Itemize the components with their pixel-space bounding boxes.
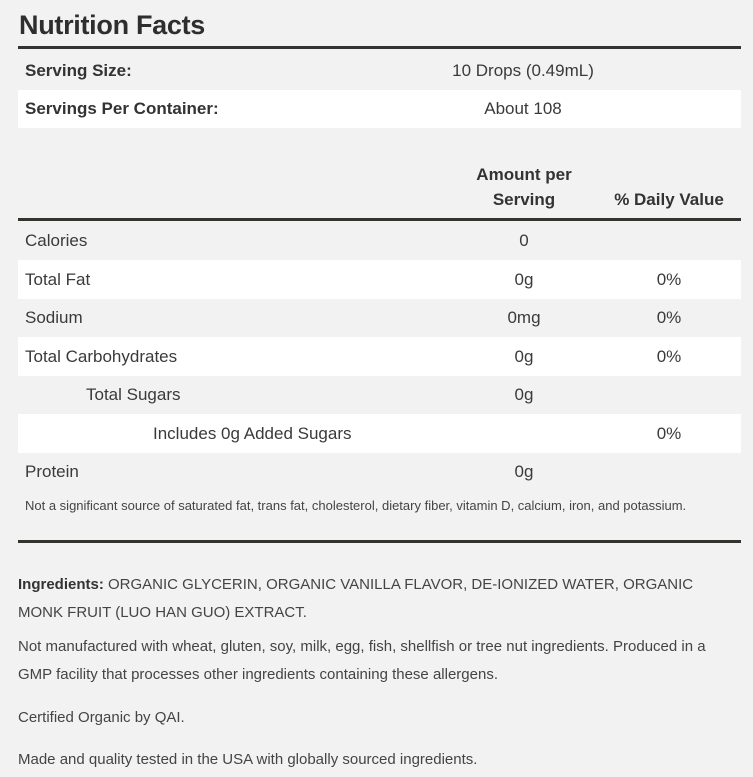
allergen-statement: Not manufactured with wheat, gluten, soy… xyxy=(18,638,706,683)
nutrient-amount: 0g xyxy=(514,346,534,366)
nutrient-row-total-sugars: Total Sugars 0g xyxy=(18,376,741,414)
servings-per-container-row: Servings Per Container: About 108 xyxy=(18,90,741,128)
nutrient-label: Total Sugars xyxy=(86,385,181,404)
nutrient-label: Protein xyxy=(25,462,79,481)
divider xyxy=(18,218,741,221)
serving-size-value: 10 Drops (0.49mL) xyxy=(452,61,594,80)
nutrient-row-total-fat: Total Fat 0g 0% xyxy=(18,260,741,299)
nutrient-row-total-carbohydrates: Total Carbohydrates 0g 0% xyxy=(18,337,741,376)
nutrient-row-added-sugars: Includes 0g Added Sugars 0% xyxy=(18,414,741,453)
servings-per-container-label: Servings Per Container: xyxy=(25,99,219,118)
daily-value-header: % Daily Value xyxy=(614,190,724,209)
servings-per-container-value: About 108 xyxy=(484,99,562,118)
serving-size-label: Serving Size: xyxy=(25,61,132,80)
ingredients-text: ORGANIC GLYCERIN, ORGANIC VANILLA FLAVOR… xyxy=(18,576,694,621)
nutrient-row-sodium: Sodium 0mg 0% xyxy=(18,299,741,337)
divider xyxy=(18,540,741,543)
serving-size-row: Serving Size: 10 Drops (0.49mL) xyxy=(18,52,741,90)
nutrient-label: Sodium xyxy=(25,308,83,327)
amount-header-line1: Amount per xyxy=(476,165,572,184)
ingredients: Ingredients: ORGANIC GLYCERIN, ORGANIC V… xyxy=(18,571,741,627)
ingredients-label: Ingredients: xyxy=(18,576,104,593)
certification-statement: Certified Organic by QAI. xyxy=(18,709,185,726)
nutrient-daily-value: 0% xyxy=(656,423,682,443)
nutrient-amount: 0 xyxy=(519,231,529,250)
nutrient-amount: 0g xyxy=(514,462,534,481)
nutrient-row-calories: Calories 0 xyxy=(18,222,741,260)
nutrient-daily-value: 0% xyxy=(656,346,682,366)
origin-statement: Made and quality tested in the USA with … xyxy=(18,751,478,768)
nutrient-label: Calories xyxy=(25,231,88,250)
nutrient-amount: 0g xyxy=(514,269,534,289)
nutrient-daily-value: 0% xyxy=(656,308,682,327)
page-title: Nutrition Facts xyxy=(19,10,206,40)
nutrient-row-protein: Protein 0g xyxy=(18,453,741,491)
amount-header-line2: Serving xyxy=(492,190,556,209)
footnote: Not a significant source of saturated fa… xyxy=(25,498,687,513)
nutrient-daily-value: 0% xyxy=(656,269,682,289)
nutrient-label: Total Fat xyxy=(25,269,91,289)
nutrient-amount: 0mg xyxy=(507,308,541,327)
amount-per-serving-header: Amount per Serving xyxy=(464,162,584,212)
divider xyxy=(18,46,741,49)
nutrient-label: Includes 0g Added Sugars xyxy=(153,423,352,443)
nutrient-amount: 0g xyxy=(514,385,534,404)
nutrient-label: Total Carbohydrates xyxy=(25,346,178,366)
